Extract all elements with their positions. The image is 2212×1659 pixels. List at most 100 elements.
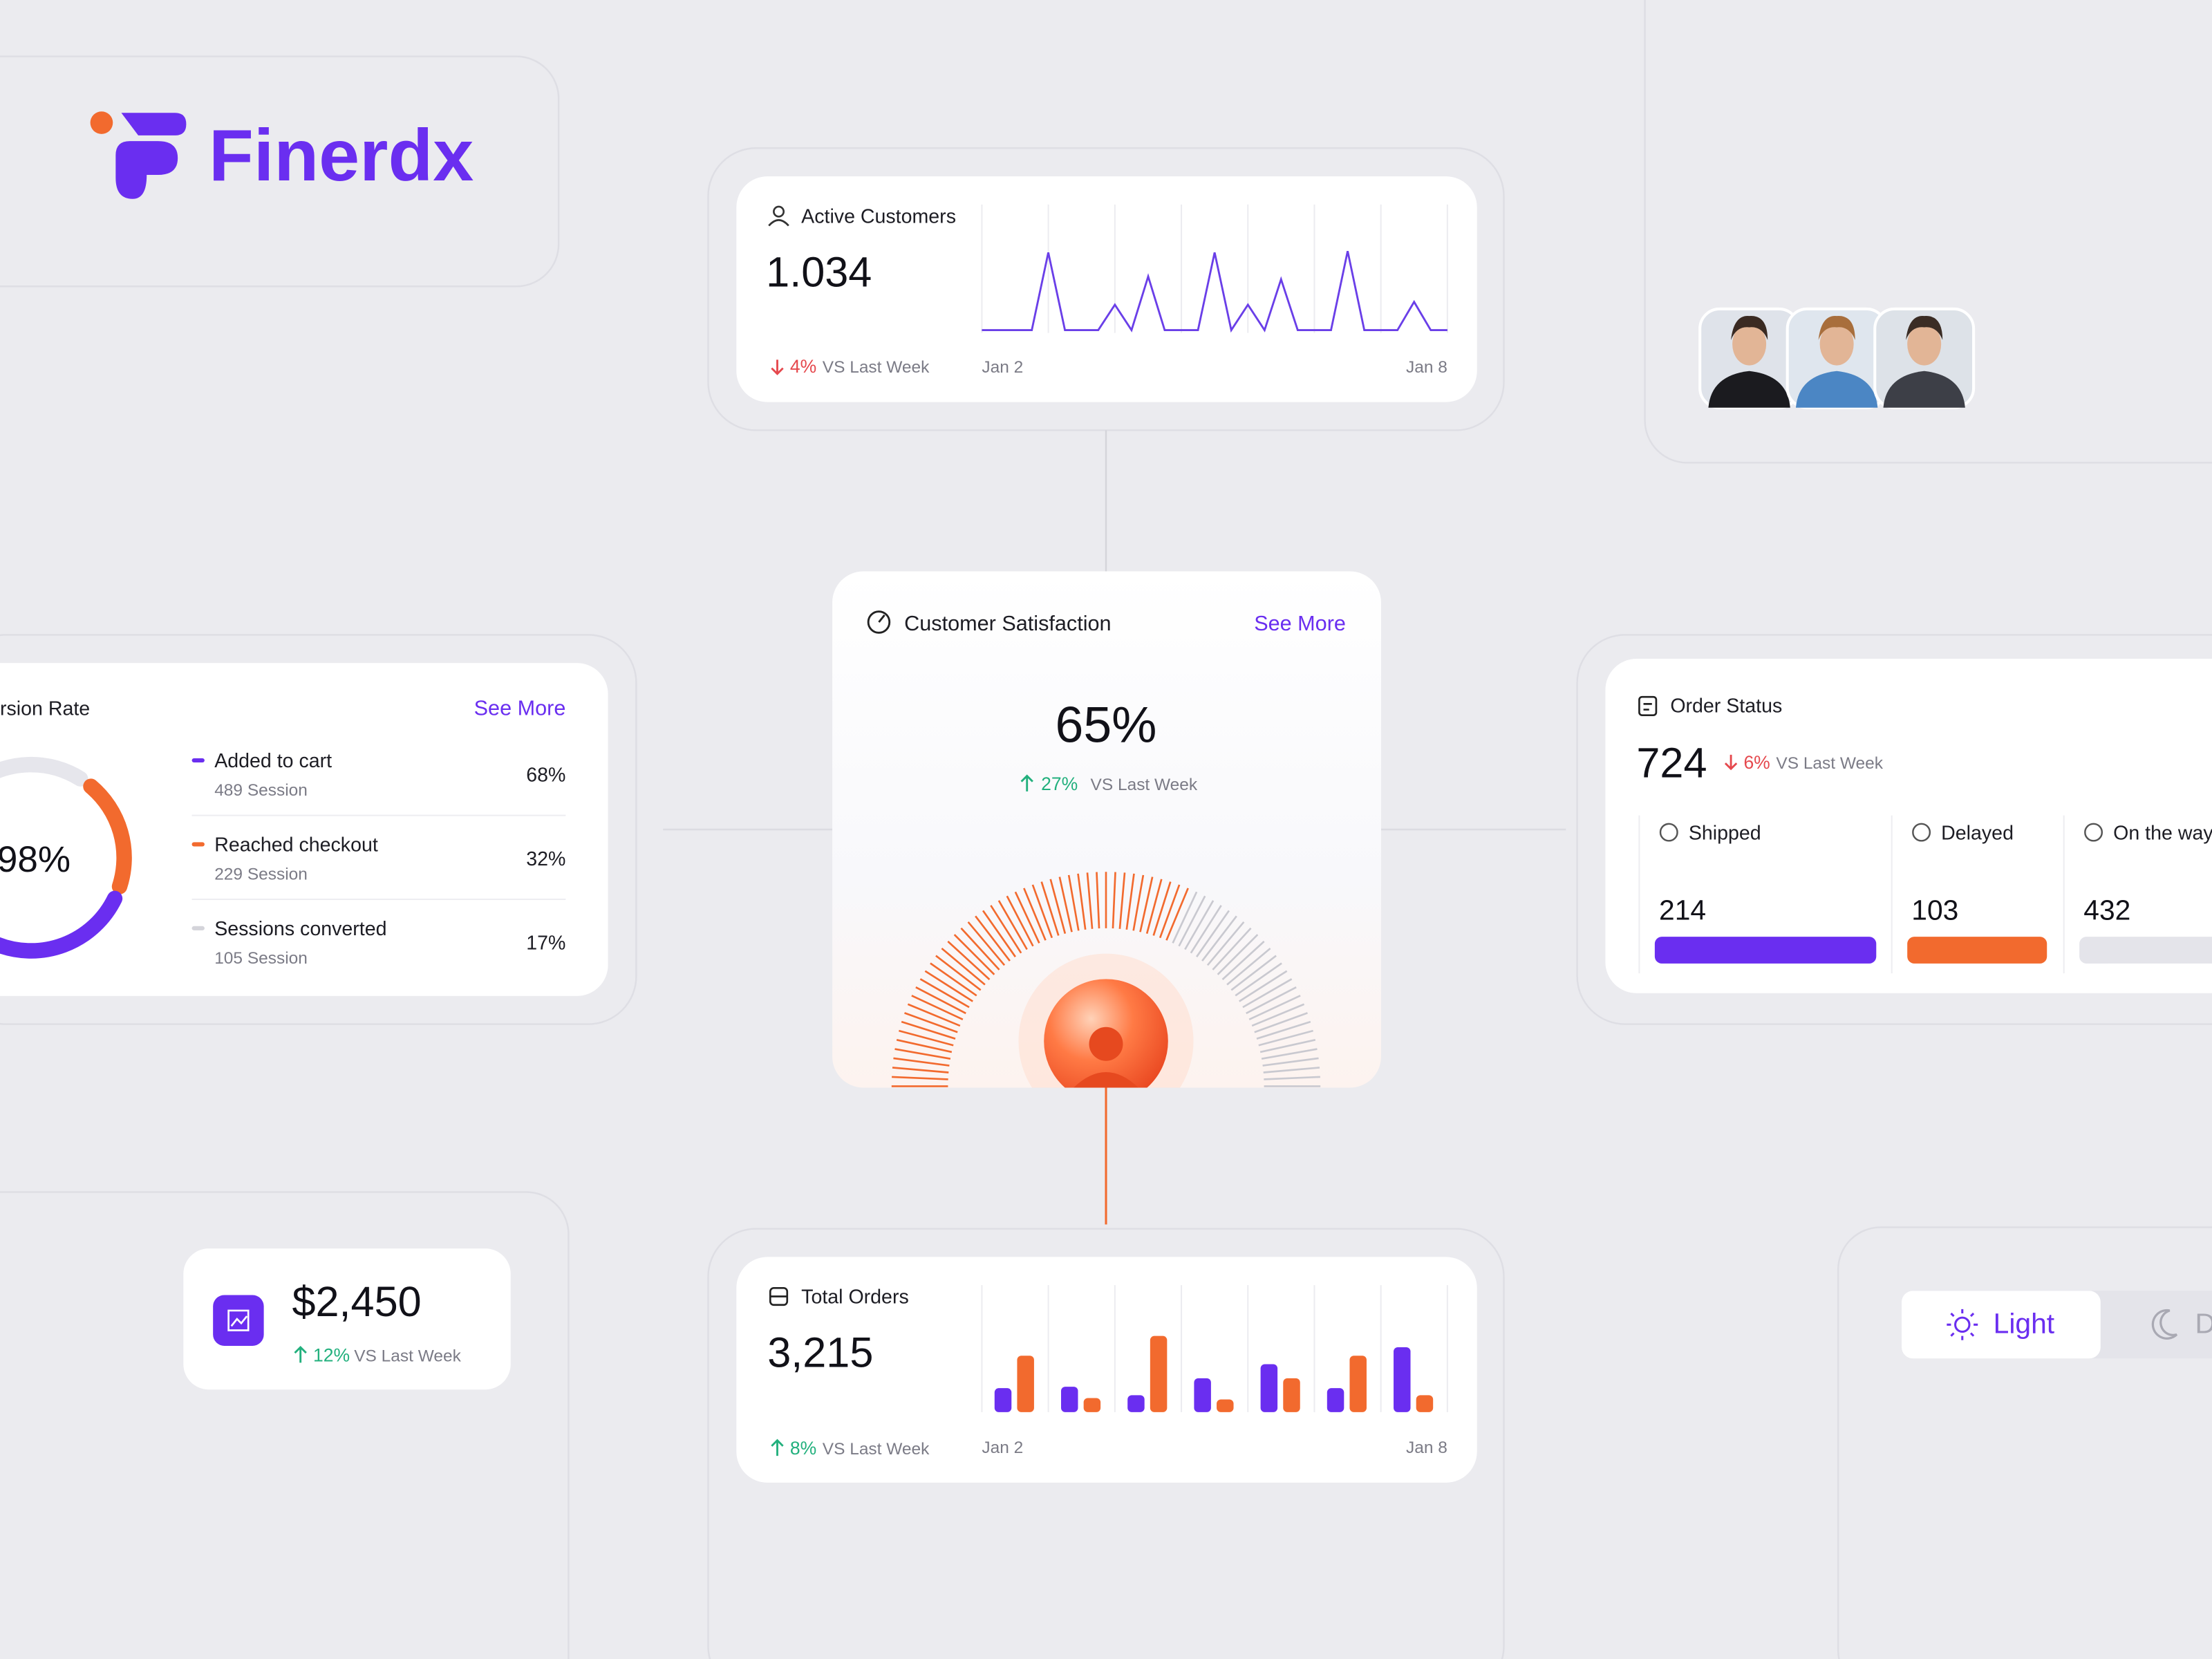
- gauge-tick: [1058, 877, 1073, 932]
- theme-option-light[interactable]: [1902, 1291, 2101, 1359]
- trend-line: [982, 250, 1447, 333]
- panel-frame: [1644, 0, 2212, 464]
- gauge-tick: [997, 900, 1028, 950]
- gauge-tick: [960, 927, 1000, 971]
- gauge-tick: [1159, 884, 1181, 939]
- gauge-tick: [1235, 962, 1282, 997]
- gauge-tick: [1172, 891, 1198, 944]
- gauge-tick: [1040, 881, 1060, 936]
- gauge-tick: [1006, 895, 1034, 947]
- status-label: Delayed: [1941, 822, 2014, 844]
- panel-frame: [1576, 634, 2212, 1025]
- see-more-link[interactable]: See More: [474, 697, 566, 720]
- see-more-link[interactable]: See More: [1254, 612, 1346, 635]
- bar: [1283, 1378, 1300, 1412]
- donut-center-label: 98%: [0, 839, 71, 880]
- legend-dot: [191, 926, 205, 930]
- card: [736, 176, 1477, 402]
- up-arrow: [1020, 774, 1033, 791]
- change-label: VS Last Week: [354, 1347, 461, 1365]
- avatar-shirt: [1708, 371, 1790, 408]
- status-icon: [2084, 823, 2103, 842]
- gauge-tick: [1254, 1012, 1308, 1033]
- status-label: Shipped: [1689, 822, 1761, 844]
- bar: [1327, 1388, 1344, 1412]
- change-value: 6%: [1743, 752, 1770, 773]
- orb-person-head: [1089, 1027, 1123, 1061]
- avatar-shirt: [1883, 371, 1965, 408]
- moon-icon: [2151, 1309, 2178, 1340]
- avatar-face: [1732, 323, 1767, 366]
- logo-text: Finerdx: [209, 115, 474, 196]
- status-bar: [1907, 937, 2047, 964]
- gauge-tick: [1178, 895, 1206, 947]
- status-bar: [1654, 937, 1877, 964]
- gauge-tick: [1221, 940, 1265, 980]
- item-percent: 17%: [526, 932, 565, 954]
- avatar-hair: [1818, 316, 1855, 340]
- order-icon: [1638, 695, 1658, 717]
- gauge-tick: [1264, 1076, 1320, 1080]
- gauge-tick: [953, 934, 995, 975]
- card-title: Active Customers: [801, 205, 956, 227]
- change-value: 27%: [1041, 774, 1078, 794]
- change-label: VS Last Week: [823, 358, 930, 377]
- metric-value: 3,215: [767, 1329, 873, 1376]
- chart-icon: [227, 1309, 250, 1331]
- card: [183, 1248, 511, 1390]
- item-sessions: 105 Session: [214, 949, 308, 968]
- gauge-tick: [1248, 995, 1301, 1021]
- card: [736, 1257, 1477, 1483]
- card-title: Total Orders: [801, 1286, 909, 1309]
- legend-dot: [191, 758, 205, 763]
- gauge-tick: [1226, 948, 1271, 986]
- card: [1605, 659, 2212, 993]
- up-arrow: [771, 1438, 784, 1456]
- date-label: Jan 8: [1406, 1438, 1447, 1457]
- panel-frame: [707, 1228, 1505, 1659]
- metric-value: 1.034: [766, 248, 872, 295]
- orb-person-body: [1072, 1072, 1140, 1088]
- item-label: Added to cart: [214, 750, 332, 772]
- gauge-tick: [911, 995, 964, 1021]
- gauge-tick: [892, 1067, 949, 1074]
- theme-label[interactable]: D: [2195, 1308, 2212, 1340]
- gauge-tick: [1246, 986, 1297, 1015]
- bar: [1060, 1387, 1078, 1412]
- gauge-tick: [1165, 888, 1189, 941]
- item-sessions: 229 Session: [214, 865, 308, 883]
- theme-label[interactable]: Light: [1994, 1308, 2055, 1340]
- bar: [1194, 1378, 1211, 1412]
- gauge-tick: [1067, 874, 1080, 931]
- date-label: Jan 8: [1406, 358, 1447, 377]
- metric-value: 724: [1636, 739, 1707, 786]
- status-value: 103: [1911, 894, 1958, 926]
- gauge-tick: [924, 970, 973, 1002]
- item-sessions: 489 Session: [214, 781, 308, 800]
- gauge-tick: [907, 1003, 961, 1027]
- gauge-tick: [899, 1029, 954, 1047]
- avatar-face: [1907, 323, 1942, 366]
- panel-frame: [0, 634, 637, 1025]
- gauge-tick: [1086, 872, 1094, 929]
- card-title: Customer Satisfaction: [904, 612, 1111, 635]
- bar: [1394, 1347, 1411, 1412]
- card: [0, 663, 608, 996]
- gauge-tick: [1096, 872, 1100, 929]
- gauge-tick: [1132, 874, 1145, 931]
- change-label: VS Last Week: [1776, 754, 1883, 773]
- change-value: 12%: [313, 1344, 350, 1365]
- donut-segment: [0, 890, 123, 959]
- item-percent: 32%: [526, 848, 565, 870]
- gauge-tick: [1201, 915, 1237, 962]
- gauge-tick: [1206, 921, 1245, 966]
- bar: [1017, 1356, 1034, 1412]
- down-arrow: [771, 359, 784, 375]
- gauge-tick: [893, 1057, 950, 1067]
- gauge-tick: [1261, 1048, 1318, 1060]
- down-arrow: [1724, 754, 1738, 771]
- bar: [1349, 1356, 1367, 1412]
- sun-icon: [1947, 1309, 1978, 1340]
